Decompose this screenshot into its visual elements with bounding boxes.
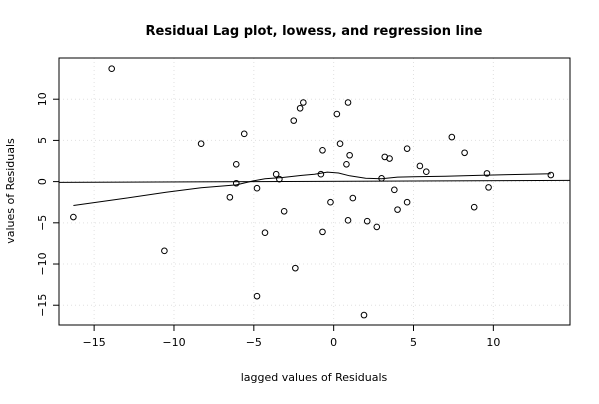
data-point bbox=[327, 198, 334, 206]
data-point bbox=[261, 229, 269, 237]
data-point bbox=[226, 193, 234, 201]
data-point bbox=[232, 161, 240, 168]
y-tick-label: 10 bbox=[36, 92, 49, 106]
x-tick-label: −15 bbox=[83, 336, 106, 349]
data-point bbox=[240, 130, 248, 138]
data-point bbox=[416, 162, 424, 170]
data-point bbox=[232, 179, 240, 187]
data-point bbox=[272, 170, 280, 178]
y-tick-label: −5 bbox=[36, 215, 49, 231]
data-point bbox=[276, 175, 283, 183]
data-point bbox=[485, 184, 492, 191]
data-point bbox=[344, 217, 352, 224]
data-point bbox=[378, 175, 385, 182]
data-point bbox=[346, 151, 353, 159]
axes: −15 −10 −5 0 5 10 −15 −10 −5 0 5 10 bbox=[36, 57, 571, 349]
x-tick-label: 0 bbox=[330, 336, 337, 349]
data-point bbox=[319, 228, 326, 236]
data-point bbox=[386, 155, 393, 162]
regression-line bbox=[58, 179, 571, 183]
data-point bbox=[319, 146, 326, 154]
data-point bbox=[470, 203, 478, 211]
data-point bbox=[292, 264, 299, 272]
data-point bbox=[547, 171, 555, 179]
data-point bbox=[253, 184, 261, 192]
x-axis-label: lagged values of Residuals bbox=[241, 371, 388, 384]
data-points bbox=[70, 65, 555, 319]
y-axis-label: values of Residuals bbox=[4, 138, 17, 244]
data-point bbox=[296, 104, 304, 112]
data-point bbox=[391, 186, 398, 194]
data-point bbox=[403, 198, 411, 206]
data-point bbox=[280, 207, 288, 215]
data-point bbox=[483, 170, 491, 177]
data-point bbox=[300, 99, 307, 106]
data-point bbox=[344, 99, 352, 106]
x-tick-label: 5 bbox=[410, 336, 417, 349]
data-point bbox=[461, 149, 468, 157]
data-point bbox=[108, 65, 115, 73]
data-point bbox=[448, 133, 456, 141]
data-point bbox=[343, 161, 350, 168]
y-tick-label: 0 bbox=[36, 178, 49, 185]
data-point bbox=[394, 206, 401, 213]
lowess-line bbox=[73, 171, 551, 206]
data-point bbox=[363, 217, 371, 225]
gridlines bbox=[59, 58, 570, 325]
data-point bbox=[197, 140, 205, 148]
data-point bbox=[422, 168, 430, 176]
x-tick-label: −5 bbox=[246, 336, 262, 349]
data-point bbox=[253, 292, 261, 300]
y-tick-label: −10 bbox=[36, 252, 49, 275]
y-tick-label: −15 bbox=[36, 294, 49, 317]
data-point bbox=[161, 247, 168, 255]
x-tick-label: 10 bbox=[486, 336, 500, 349]
data-point bbox=[373, 223, 381, 231]
data-point bbox=[349, 194, 357, 202]
data-point bbox=[290, 117, 298, 124]
plot-frame bbox=[58, 57, 571, 326]
data-point bbox=[317, 170, 325, 178]
data-point bbox=[403, 145, 411, 152]
chart-title: Residual Lag plot, lowess, and regressio… bbox=[146, 24, 483, 39]
x-tick-label: −10 bbox=[162, 336, 185, 349]
fit-lines bbox=[58, 171, 571, 206]
data-point bbox=[336, 140, 344, 148]
data-point bbox=[360, 311, 368, 319]
y-tick-label: 5 bbox=[36, 137, 49, 144]
data-point bbox=[70, 213, 77, 221]
data-point bbox=[333, 110, 341, 118]
